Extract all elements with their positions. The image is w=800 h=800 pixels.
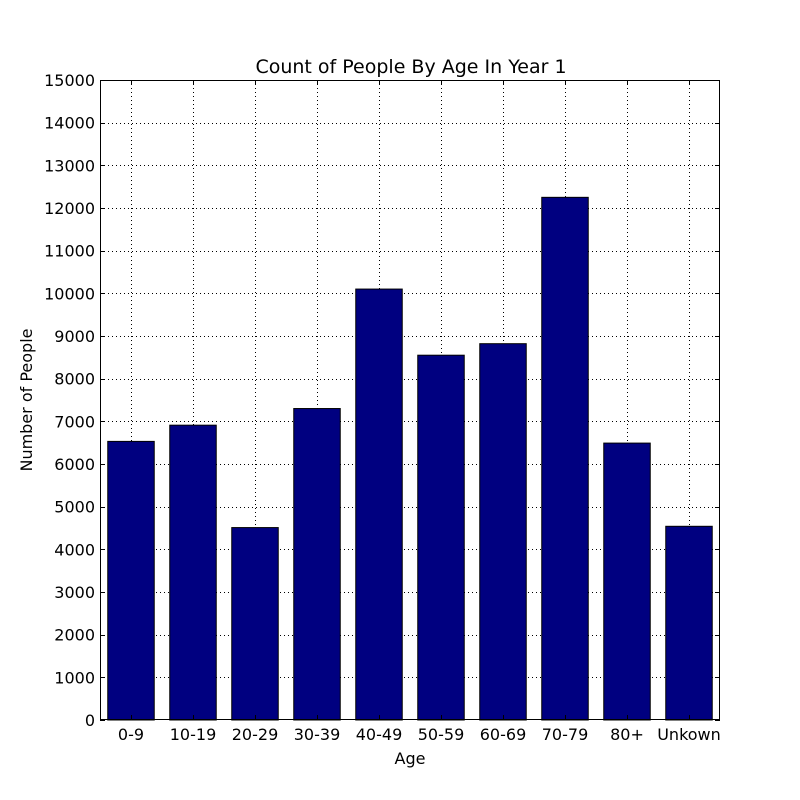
- bar-10-19: [169, 424, 217, 721]
- bar-70-79: [541, 196, 589, 721]
- y-axis-label: Number of People: [17, 328, 36, 471]
- y-tick-label: 15000: [44, 71, 95, 90]
- x-tick-label: 0-9: [118, 725, 144, 744]
- bar-0-9: [107, 440, 155, 721]
- y-tick-label: 14000: [44, 114, 95, 133]
- bar-60-69: [479, 343, 527, 721]
- y-tick-label: 7000: [54, 412, 95, 431]
- y-tick-label: 5000: [54, 498, 95, 517]
- plot-frame: [100, 80, 720, 720]
- bar-50-59: [417, 354, 465, 721]
- y-tick-labels: 0 1000 2000 3000 4000 5000 6000 7000 8000 9000 100…: [44, 71, 95, 730]
- y-tick-label: 6000: [54, 455, 95, 474]
- x-axis-label: Age: [395, 749, 426, 768]
- bar-30-39: [293, 408, 341, 721]
- y-tick-label: 4000: [54, 540, 95, 559]
- y-tick-label: 3000: [54, 583, 95, 602]
- x-tick-label: 70-79: [542, 725, 589, 744]
- x-tick-labels: 0-9 10-19 20-29 30-39 40-49 50-59 60-69 70-79 80…: [118, 725, 721, 744]
- bar-40-49: [355, 288, 403, 721]
- y-tick-label: 8000: [54, 370, 95, 389]
- chart-title: Count of People By Age In Year 1: [255, 56, 566, 78]
- ticks: [100, 80, 720, 721]
- y-tick-label: 13000: [44, 156, 95, 175]
- bar-20-29: [231, 527, 279, 721]
- bars: [107, 196, 713, 721]
- y-tick-label: 2000: [54, 626, 95, 645]
- y-tick-label: 0: [85, 711, 95, 730]
- bar-80-: [603, 442, 651, 721]
- x-tick-label: 20-29: [232, 725, 279, 744]
- x-tick-label: 10-19: [170, 725, 217, 744]
- y-tick-label: 10000: [44, 284, 95, 303]
- x-tick-label: 30-39: [294, 725, 341, 744]
- x-tick-label: 40-49: [356, 725, 403, 744]
- y-tick-label: 9000: [54, 327, 95, 346]
- x-tick-label: 80+: [610, 725, 644, 744]
- y-tick-label: 11000: [44, 242, 95, 261]
- x-tick-label: 60-69: [480, 725, 527, 744]
- y-tick-label: 1000: [54, 668, 95, 687]
- y-tick-label: 12000: [44, 199, 95, 218]
- x-tick-label: Unkown: [657, 725, 721, 744]
- bar-unkown: [665, 525, 713, 721]
- x-tick-label: 50-59: [418, 725, 465, 744]
